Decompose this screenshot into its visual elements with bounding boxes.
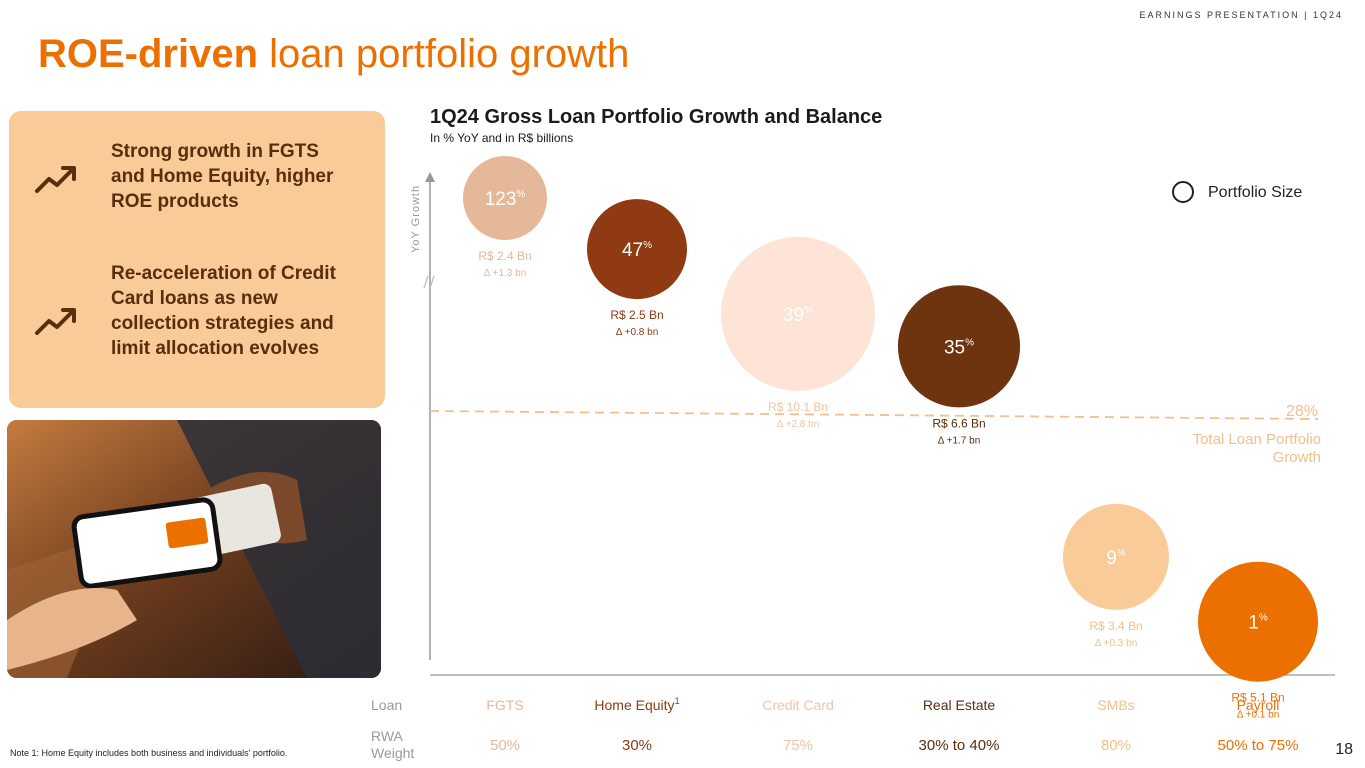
axis-break-mark: [429, 275, 435, 289]
bubble-growth-label: 9%: [1106, 548, 1126, 569]
bubble: [721, 236, 875, 391]
bubble-delta-label: Δ +1.3 bn: [484, 268, 527, 279]
bubble: [1063, 503, 1169, 610]
highlight-text: Strong growth in FGTS and Home Equity, h…: [111, 141, 334, 212]
category-label: Credit Card: [762, 697, 834, 713]
bubble-delta-label: Δ +0.1 bn: [1237, 710, 1280, 721]
bubble-growth-label: 35%: [944, 337, 974, 358]
chart-subtitle: In % YoY and in R$ billions: [430, 131, 574, 145]
bubble-balance-label: R$ 2.4 Bn: [478, 249, 531, 263]
category-label: Real Estate: [923, 697, 996, 713]
bubble-balance-label: R$ 3.4 Bn: [1089, 619, 1142, 633]
bubble: [463, 156, 547, 240]
trending-up-icon: [35, 166, 76, 193]
rwa-weight-label: 50%: [490, 737, 520, 754]
reference-description: Total Loan Portfolio Growth: [1193, 431, 1321, 466]
y-axis-label: YoY Growth: [410, 185, 422, 253]
page-number: 18: [1335, 741, 1353, 758]
category-label: Home Equity1: [594, 696, 679, 713]
rwa-weight-label: 30%: [622, 737, 652, 754]
legend-label: Portfolio Size: [1208, 184, 1303, 201]
bubble: [587, 199, 687, 300]
rwa-weight-label: 50% to 75%: [1218, 737, 1299, 754]
footnote: Note 1: Home Equity includes both busine…: [10, 748, 288, 758]
payment-photo: [7, 420, 381, 678]
highlights-panel: Strong growth in FGTS and Home Equity, h…: [9, 111, 385, 408]
y-axis-arrow: [425, 172, 435, 182]
page-title-bold: ROE-driven: [38, 32, 259, 76]
rwa-weight-label: 80%: [1101, 737, 1131, 754]
page-title: ROE-driven loan portfolio growth: [38, 32, 629, 77]
presentation-tag: EARNINGS PRESENTATION | 1Q24: [1139, 10, 1343, 20]
bubble-delta-label: Δ +0.8 bn: [616, 327, 659, 338]
bubble-balance-label: R$ 2.5 Bn: [610, 308, 663, 322]
axis-break-mark: [423, 275, 429, 289]
bubble: [897, 285, 1021, 408]
reference-value-label: 28%: [1286, 403, 1318, 420]
bubble-growth-label: 47%: [622, 240, 652, 261]
page-title-light: loan portfolio growth: [269, 32, 630, 76]
bubble-balance-label: R$ 5.1 Bn: [1231, 691, 1284, 705]
bubble-delta-label: Δ +2.8 bn: [777, 419, 820, 430]
category-label: Payroll: [1237, 697, 1280, 713]
bubble-balance-label: R$ 10.1 Bn: [768, 400, 828, 414]
bubble-growth-label: 123%: [485, 189, 526, 210]
row-label-rwa: RWA Weight: [371, 728, 415, 761]
trending-up-icon: [35, 308, 76, 335]
bubble-delta-label: Δ +1.7 bn: [938, 435, 981, 446]
bubble-growth-label: 1%: [1248, 613, 1268, 634]
bubble-growth-label: 39%: [783, 305, 813, 326]
legend-circle-icon: [1172, 181, 1194, 203]
category-label: FGTS: [486, 697, 523, 713]
rwa-weight-label: 75%: [783, 737, 813, 754]
rwa-weight-label: 30% to 40%: [919, 737, 1000, 754]
bubble-delta-label: Δ +0.3 bn: [1095, 638, 1138, 649]
bubble-balance-label: R$ 6.6 Bn: [932, 416, 985, 430]
reference-line: [429, 410, 1319, 420]
category-label: SMBs: [1097, 697, 1134, 713]
highlight-text: Re-acceleration of Credit Card loans as …: [111, 263, 336, 359]
row-label-loan: Loan: [371, 697, 403, 713]
chart-title: 1Q24 Gross Loan Portfolio Growth and Bal…: [430, 106, 883, 128]
bubble: [1198, 561, 1318, 682]
